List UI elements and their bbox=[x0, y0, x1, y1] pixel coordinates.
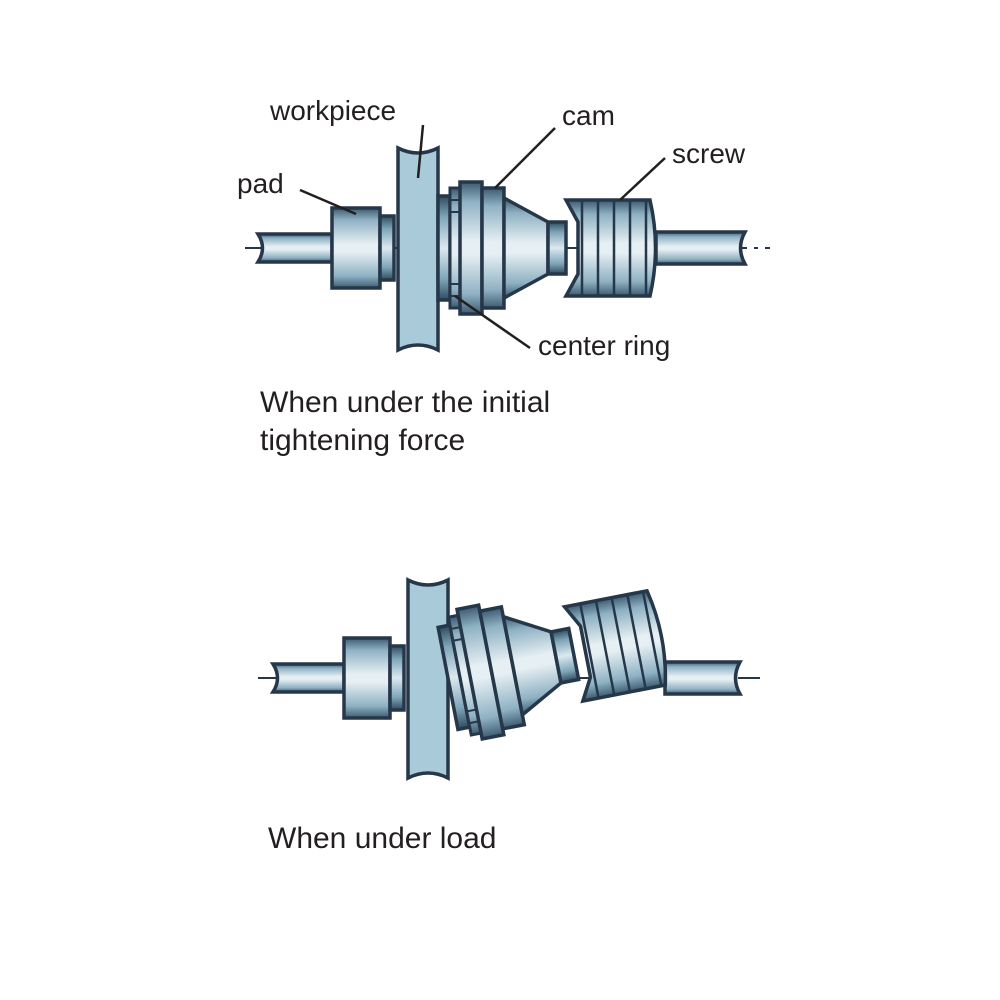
label-cam: cam bbox=[562, 100, 615, 132]
pad-top bbox=[332, 208, 394, 288]
leader-pad bbox=[300, 190, 356, 214]
cam-top bbox=[460, 182, 566, 314]
label-center-ring: center ring bbox=[538, 330, 670, 362]
caption-bottom: When under load bbox=[268, 822, 497, 856]
shaft-left-top bbox=[258, 234, 332, 262]
label-pad: pad bbox=[237, 168, 284, 200]
label-workpiece: workpiece bbox=[270, 95, 396, 127]
center-ring-top bbox=[438, 188, 460, 308]
workpiece-top bbox=[398, 148, 438, 350]
screw-top bbox=[566, 200, 745, 296]
leader-cam bbox=[495, 128, 555, 188]
label-screw: screw bbox=[672, 138, 745, 170]
caption-top: When under the initial tightening force bbox=[260, 384, 550, 459]
pad-bottom bbox=[344, 638, 404, 718]
leader-screw bbox=[620, 158, 665, 200]
diagram-svg bbox=[0, 0, 1000, 1000]
shaft-left-bottom bbox=[273, 664, 344, 692]
tilted-group bbox=[435, 572, 674, 743]
assembly-bottom bbox=[258, 572, 760, 778]
shaft-right-bottom bbox=[665, 662, 740, 694]
workpiece-bottom bbox=[408, 580, 448, 778]
